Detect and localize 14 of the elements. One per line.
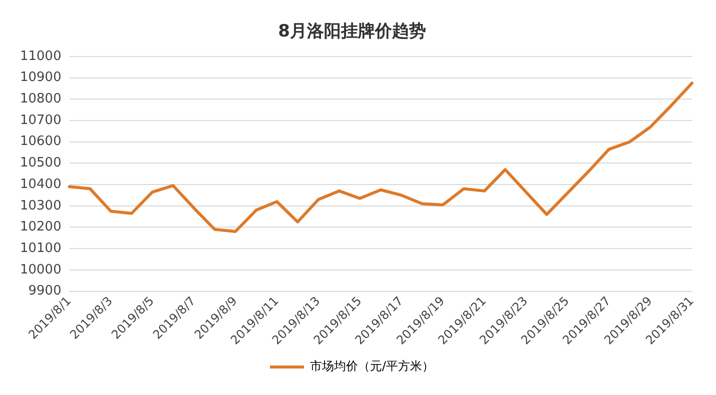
y-tick-label: 10100 bbox=[20, 240, 62, 256]
y-tick-label: 10400 bbox=[20, 176, 62, 192]
legend-label: 市场均价（元/平方米） bbox=[310, 359, 434, 374]
y-tick-label: 10000 bbox=[20, 262, 62, 278]
chart-title: 8月洛阳挂牌价趋势 bbox=[278, 22, 426, 42]
y-tick-label: 10700 bbox=[20, 112, 62, 128]
y-tick-label: 11000 bbox=[20, 48, 62, 64]
y-tick-label: 10800 bbox=[20, 91, 62, 106]
y-tick-label: 10300 bbox=[20, 198, 62, 214]
y-tick-label: 10600 bbox=[20, 134, 62, 150]
y-tick-label: 10900 bbox=[20, 70, 62, 86]
y-tick-label: 10500 bbox=[20, 156, 62, 171]
y-tick-label: 10200 bbox=[20, 220, 62, 235]
y-tick-label: 9900 bbox=[28, 284, 62, 299]
